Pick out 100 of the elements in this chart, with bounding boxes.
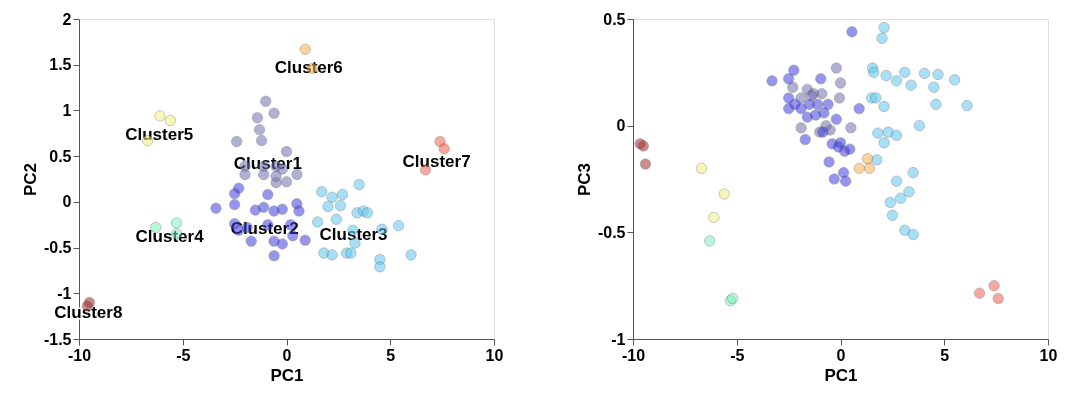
point — [890, 129, 903, 141]
x-tick-label: 0 — [836, 346, 846, 364]
point — [316, 186, 328, 198]
y-tick-label: -1.5 — [43, 330, 72, 348]
point — [405, 249, 417, 261]
point — [766, 75, 778, 87]
point — [818, 107, 830, 119]
point — [871, 154, 883, 166]
point — [853, 102, 865, 115]
point — [268, 205, 280, 217]
point — [718, 188, 730, 200]
point — [890, 75, 903, 87]
x-axis-title: PC1 — [270, 365, 304, 385]
point — [905, 79, 917, 91]
point — [695, 162, 708, 174]
point — [861, 153, 874, 165]
point — [336, 188, 349, 201]
point — [895, 192, 907, 204]
point — [434, 135, 446, 148]
point — [833, 92, 846, 104]
point — [255, 134, 268, 147]
series-label: Cluster4 — [135, 227, 205, 247]
point — [863, 162, 876, 174]
point — [878, 137, 890, 149]
point — [280, 176, 293, 188]
point — [840, 175, 852, 187]
point — [262, 188, 274, 201]
point — [210, 202, 222, 214]
point — [438, 143, 450, 155]
point — [270, 170, 282, 182]
point — [249, 204, 262, 216]
y-tick-label: 1.5 — [49, 56, 72, 74]
point — [907, 166, 919, 179]
point — [932, 68, 944, 81]
point — [868, 66, 880, 78]
point — [268, 235, 280, 247]
point — [880, 69, 892, 82]
point — [708, 211, 720, 224]
point — [239, 168, 251, 181]
point — [844, 143, 856, 155]
point — [973, 287, 986, 299]
point — [311, 216, 324, 228]
point — [318, 247, 330, 259]
point — [245, 235, 257, 247]
y-tick-label: 2 — [62, 10, 72, 28]
point — [291, 168, 303, 181]
y-tick-label: 1 — [62, 101, 72, 119]
point — [918, 67, 931, 80]
point — [276, 238, 288, 250]
y-tick-label: 0 — [62, 193, 72, 211]
point — [228, 198, 241, 211]
point — [884, 196, 896, 209]
series-label: Cluster2 — [230, 218, 299, 238]
point — [809, 109, 822, 121]
point — [948, 74, 961, 86]
x-tick-label: -10 — [621, 346, 646, 364]
point — [878, 100, 890, 113]
x-tick-label: -10 — [67, 346, 92, 364]
x-tick-label: 5 — [940, 346, 950, 364]
point — [299, 43, 311, 55]
point — [961, 99, 973, 112]
x-tick-label: 5 — [386, 346, 396, 364]
point — [334, 199, 347, 212]
point — [992, 292, 1004, 305]
x-tick-label: -5 — [176, 346, 191, 364]
point — [788, 64, 800, 76]
y-tick-label: 0 — [616, 117, 626, 135]
point — [345, 247, 357, 259]
point — [782, 73, 795, 85]
point — [890, 175, 903, 187]
point — [299, 234, 311, 246]
x-axis-title: PC1 — [824, 365, 858, 385]
point — [903, 186, 915, 198]
point — [782, 92, 795, 104]
y-tick-label: 0.5 — [603, 10, 626, 28]
y-axis-title: PC3 — [574, 162, 594, 197]
point — [878, 21, 890, 34]
point — [907, 228, 919, 241]
series-label: Cluster3 — [319, 225, 388, 245]
point — [930, 98, 942, 110]
point — [801, 111, 813, 123]
y-tick-label: -0.5 — [597, 223, 626, 241]
point — [846, 26, 858, 38]
point — [787, 81, 799, 93]
point — [899, 66, 911, 78]
point — [845, 122, 857, 134]
point — [899, 224, 911, 236]
point — [353, 178, 365, 191]
point — [258, 201, 270, 213]
series-label: Cluster6 — [274, 57, 343, 77]
point — [639, 158, 652, 170]
y-axis-title: PC2 — [20, 162, 40, 197]
point — [876, 32, 888, 44]
point — [268, 250, 280, 262]
point — [154, 110, 166, 122]
point — [830, 113, 842, 125]
point — [853, 162, 865, 174]
x-tick-label: -5 — [730, 346, 745, 364]
point — [326, 191, 338, 203]
point — [795, 122, 807, 134]
